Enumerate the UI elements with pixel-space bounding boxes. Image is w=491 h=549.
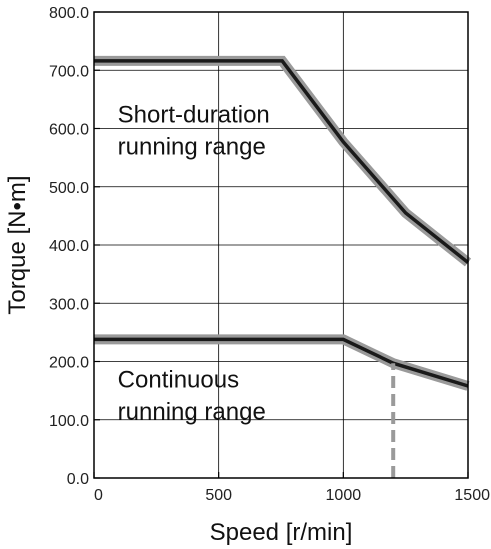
y-tick-label: 400.0 <box>49 238 89 255</box>
x-axis-label: Speed [r/min] <box>210 519 353 546</box>
y-tick-label: 100.0 <box>49 413 89 430</box>
tick-labels: 0.0 100.0 200.0 300.0 400.0 500.0 600.0 700.0 80… <box>49 5 490 504</box>
region-label: Continuous <box>118 367 239 394</box>
series-1-line <box>94 59 470 264</box>
grid <box>93 11 469 479</box>
x-tick-label: 1000 <box>326 487 362 504</box>
x-tick-label: 0 <box>94 487 103 504</box>
region-label: running range <box>118 134 266 161</box>
y-tick-label: 200.0 <box>49 355 89 372</box>
x-tick-label: 1500 <box>454 487 490 504</box>
y-tick-label: 700.0 <box>49 63 89 80</box>
annotations: Short-duration running range Continuous run… <box>118 102 270 426</box>
y-axis-label: Torque [N•m] <box>4 175 31 314</box>
region-label: Short-duration <box>118 102 270 129</box>
region-label: running range <box>118 399 266 426</box>
plot-frame <box>93 11 469 479</box>
y-tick-label: 800.0 <box>49 5 89 22</box>
y-tick-label: 600.0 <box>49 122 89 139</box>
y-tick-label: 300.0 <box>49 296 89 313</box>
series-2-line <box>94 337 469 388</box>
x-tick-label: 500 <box>205 487 232 504</box>
series <box>94 55 472 478</box>
y-tick-label: 500.0 <box>49 180 89 197</box>
y-tick-label: 0.0 <box>67 471 89 488</box>
